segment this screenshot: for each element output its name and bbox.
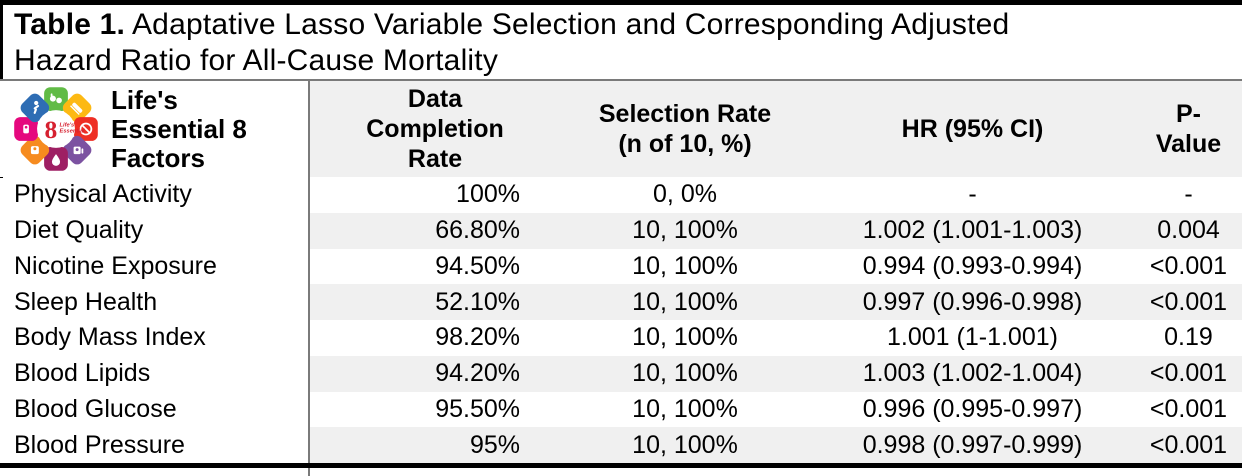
table-row-blood-lipids: Blood Lipids 94.20% 10, 100% 1.003 (1.00…	[0, 355, 1242, 392]
table-body: Physical Activity 100% 0, 0% - - Diet Qu…	[0, 177, 1242, 463]
p-value-cell: 0.19	[1164, 323, 1213, 352]
completion-cell: 95.50%	[435, 394, 520, 423]
hr-cell: 0.996 (0.995-0.997)	[862, 394, 1083, 423]
hr-cell: 1.001 (1-1.001)	[887, 323, 1058, 352]
header-cell-data-completion: Data Completion Rate	[310, 81, 560, 177]
selection-cell: 10, 100%	[560, 284, 810, 320]
completion-cell: 94.20%	[310, 355, 560, 392]
logo-digit-8: 8	[45, 115, 58, 144]
hr-cell: 0.994 (0.993-0.994)	[862, 251, 1083, 280]
hr-cell: 1.002 (1.001-1.003)	[810, 212, 1135, 249]
header-cell-p-value: P- Value	[1135, 81, 1242, 177]
header-label-factors: Life's Essential 8 Factors	[111, 84, 247, 173]
factor-cell: Blood Lipids	[14, 359, 151, 388]
table-title: Table 1. Adaptative Lasso Variable Selec…	[14, 7, 1224, 79]
table-row-diet-quality: Diet Quality 66.80% 10, 100% 1.002 (1.00…	[0, 212, 1242, 249]
table-title-text-line2: Hazard Ratio for All-Cause Mortality	[14, 44, 499, 77]
selection-cell: 0, 0%	[653, 180, 717, 209]
table-row-blood-pressure: Blood Pressure 95% 10, 100% 0.998 (0.997…	[0, 427, 1242, 463]
factor-cell: Diet Quality	[14, 216, 144, 245]
factor-cell: Sleep Health	[14, 287, 158, 316]
factor-cell: Body Mass Index	[14, 323, 206, 352]
selection-cell: 10, 100%	[632, 394, 738, 423]
hr-cell: 0.997 (0.996-0.998)	[810, 284, 1135, 320]
factor-cell: Blood Glucose	[14, 394, 177, 423]
title-separator-rule	[0, 79, 1242, 81]
header-cell-factors: 8 Life's Essential Life's Essential 8 Fa…	[0, 81, 310, 177]
logo-word-essential: Essential	[60, 129, 86, 135]
bottom-border	[0, 463, 1242, 468]
sleep-bed-icon	[70, 102, 83, 115]
hr-cell: 1.003 (1.002-1.004)	[810, 355, 1135, 392]
exercise-person-icon	[33, 100, 40, 114]
completion-cell: 100%	[456, 180, 520, 209]
no-smoking-icon	[79, 122, 93, 136]
p-value-cell: <0.001	[1149, 394, 1228, 423]
logo-hub	[37, 110, 75, 148]
selection-cell: 10, 100%	[632, 323, 738, 352]
column-divider-rule	[308, 81, 310, 476]
factor-cell: Blood Pressure	[14, 430, 185, 459]
table-title-text-line1: Adaptative Lasso Variable Selection and …	[125, 8, 1010, 41]
selection-cell: 10, 100%	[632, 251, 738, 280]
glucose-meter-icon	[23, 124, 29, 134]
completion-cell: 95%	[310, 427, 560, 463]
weight-scale-icon	[30, 146, 39, 155]
completion-cell: 94.50%	[435, 251, 520, 280]
factor-cell: Physical Activity	[14, 180, 192, 209]
completion-cell: 52.10%	[310, 284, 560, 320]
completion-cell: 98.20%	[435, 323, 520, 352]
completion-cell: 66.80%	[310, 212, 560, 249]
blood-pressure-icon	[73, 146, 84, 155]
logo-word-lifes: Life's	[60, 122, 75, 128]
selection-cell: 10, 100%	[560, 355, 810, 392]
segment-diet	[44, 87, 68, 111]
header-cell-selection-rate: Selection Rate (n of 10, %)	[560, 81, 810, 177]
table-row-body-mass-index: Body Mass Index 98.20% 10, 100% 1.001 (1…	[0, 320, 1242, 356]
header-cell-hr: HR (95% CI)	[810, 81, 1135, 177]
p-value-cell: -	[1184, 180, 1193, 209]
selection-cell: 10, 100%	[560, 427, 810, 463]
table-row-nicotine-exposure: Nicotine Exposure 94.50% 10, 100% 0.994 …	[0, 249, 1242, 285]
p-value-cell: <0.001	[1135, 355, 1242, 392]
p-value-cell: <0.001	[1135, 284, 1242, 320]
table-row-physical-activity: Physical Activity 100% 0, 0% - -	[0, 177, 1242, 213]
hr-cell: 0.998 (0.997-0.999)	[810, 427, 1135, 463]
diet-icon	[49, 93, 62, 104]
factor-cell: Nicotine Exposure	[14, 251, 217, 280]
p-value-cell: <0.001	[1135, 427, 1242, 463]
top-border	[0, 0, 1242, 5]
table-header-row: 8 Life's Essential Life's Essential 8 Fa…	[0, 81, 1242, 177]
blood-drop-icon	[51, 154, 61, 166]
table-row-blood-glucose: Blood Glucose 95.50% 10, 100% 0.996 (0.9…	[0, 392, 1242, 428]
lifes-essential-8-logo: 8 Life's Essential	[14, 87, 98, 171]
table-row-sleep-health: Sleep Health 52.10% 10, 100% 0.997 (0.99…	[0, 284, 1242, 320]
selection-cell: 10, 100%	[560, 212, 810, 249]
p-value-cell: 0.004	[1135, 212, 1242, 249]
table-title-label: Table 1.	[14, 8, 126, 41]
hr-cell: -	[968, 180, 977, 209]
p-value-cell: <0.001	[1149, 251, 1228, 280]
